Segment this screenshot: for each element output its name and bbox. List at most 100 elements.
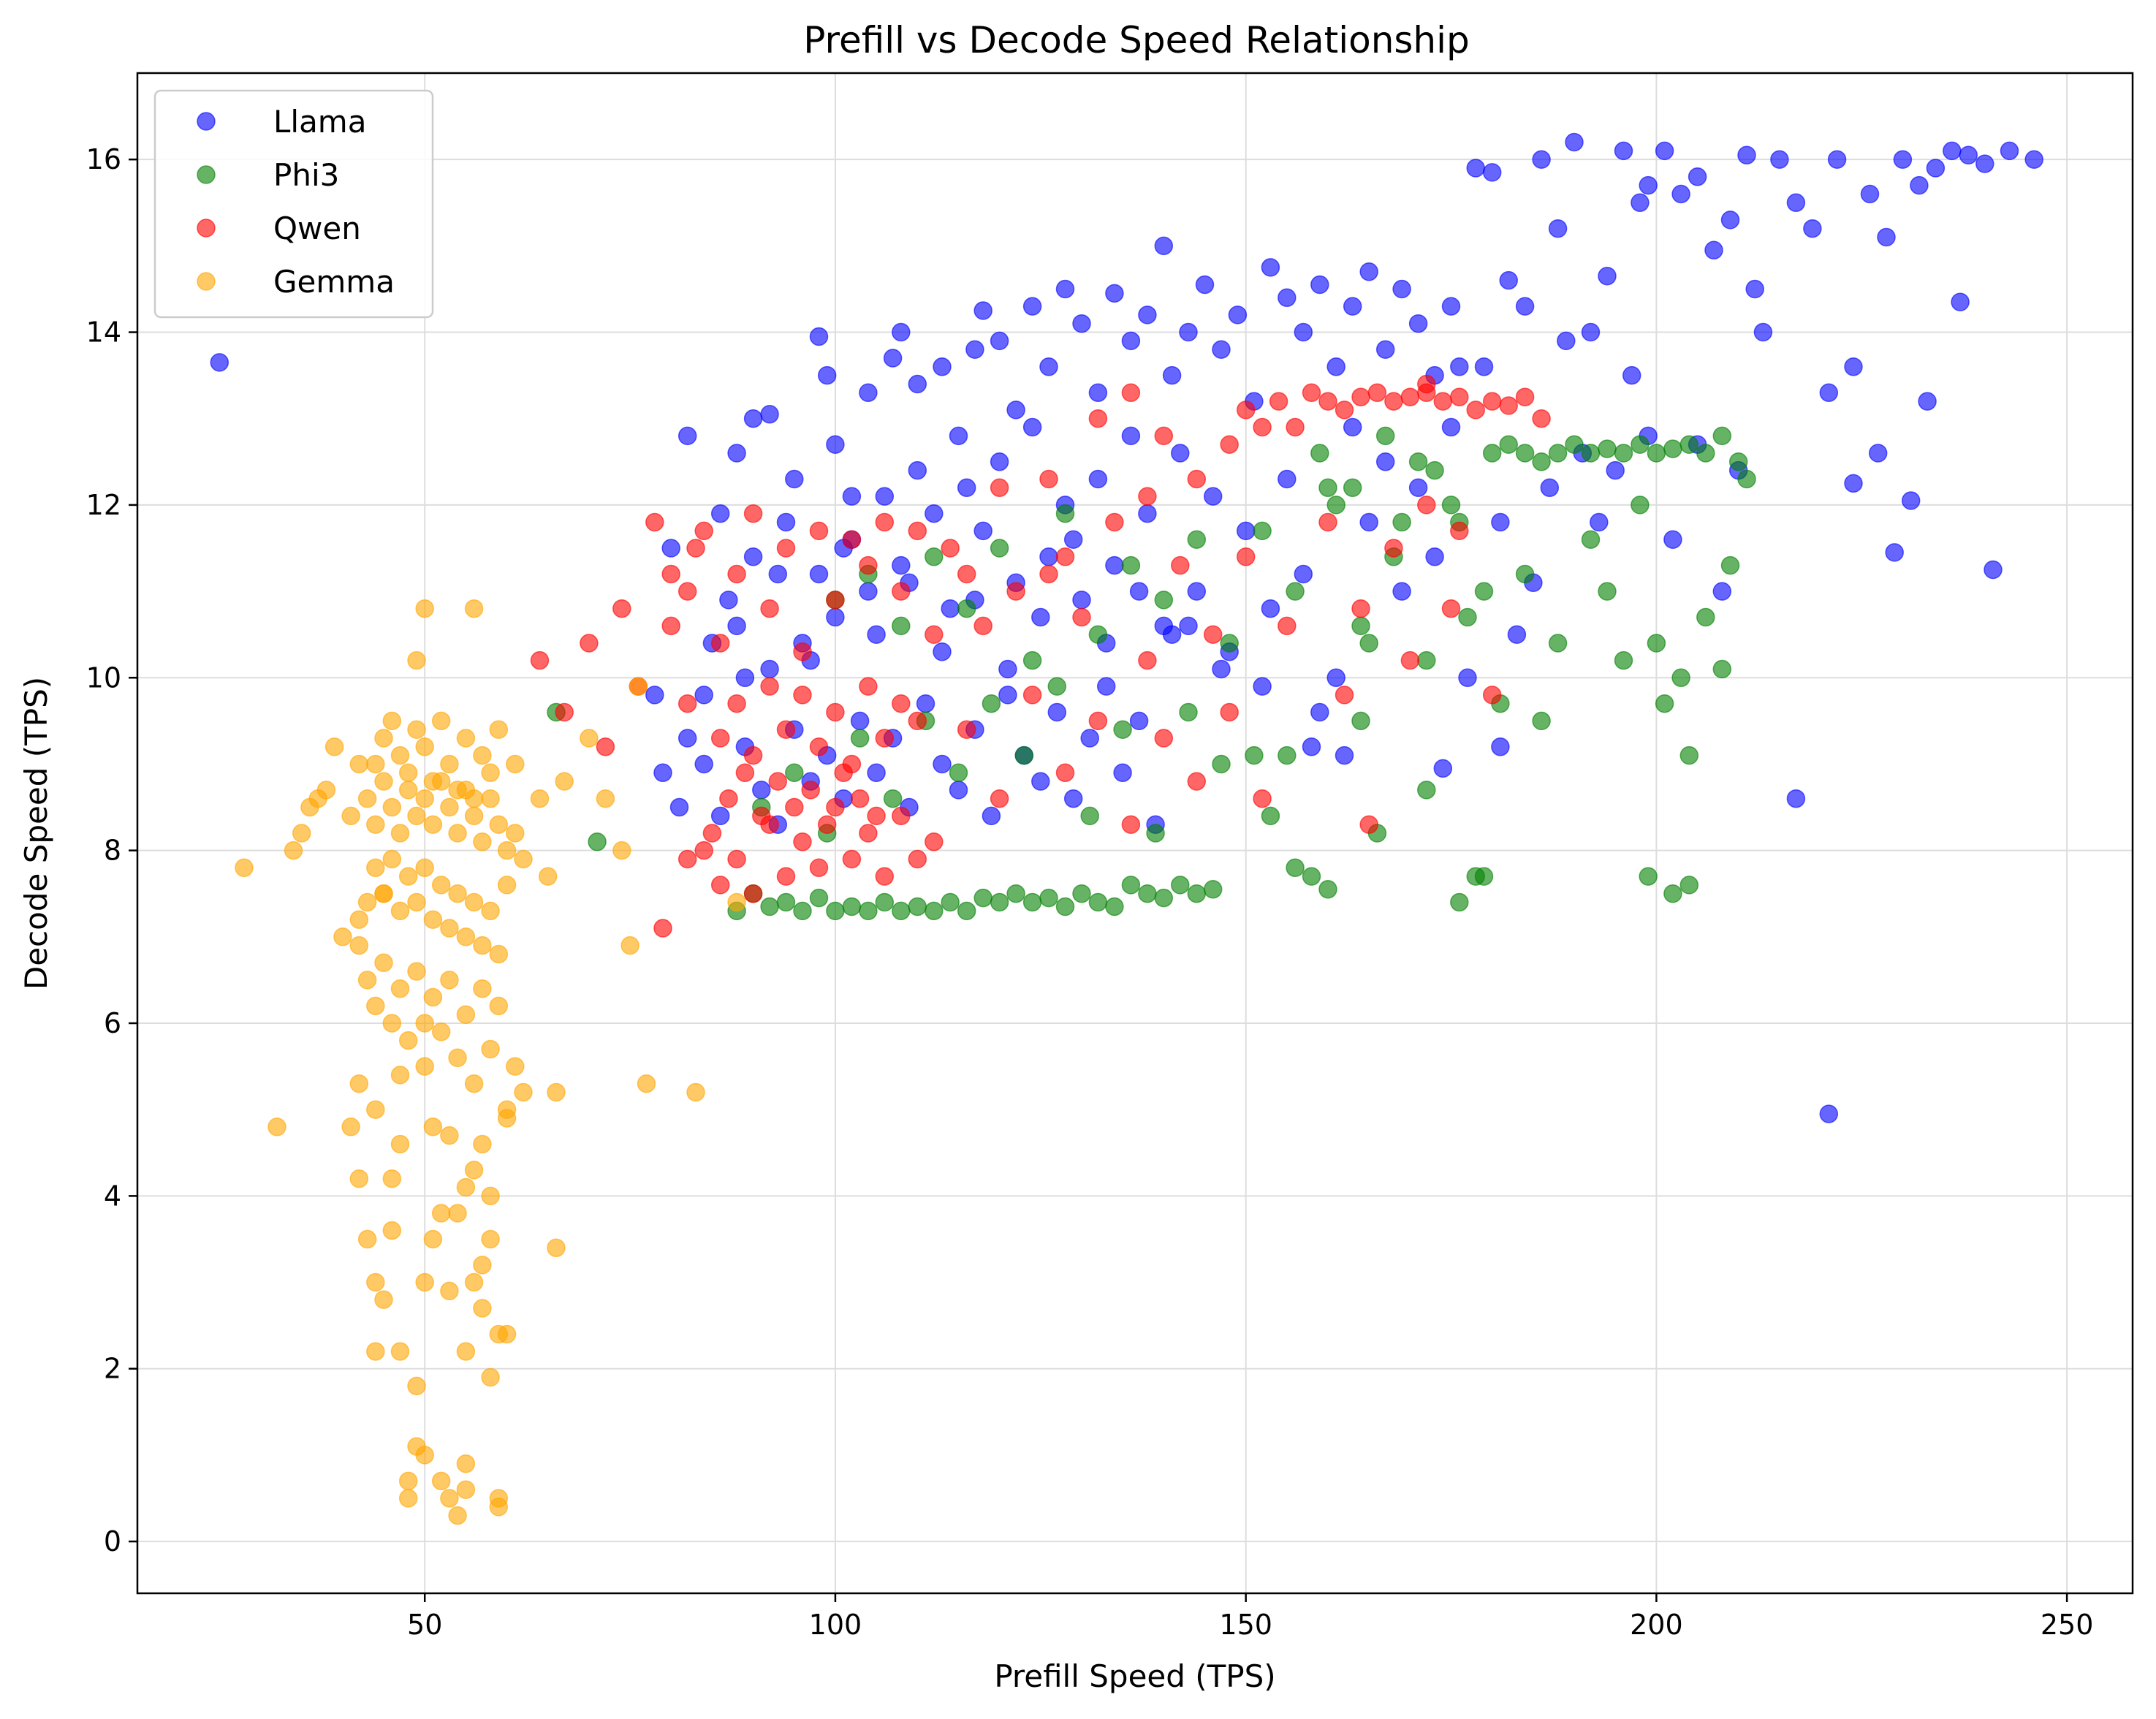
- data-point: [1072, 314, 1091, 333]
- data-point: [776, 867, 796, 886]
- data-point: [1614, 650, 1633, 670]
- data-point: [1212, 340, 1231, 359]
- data-point: [1384, 539, 1403, 558]
- data-point: [341, 1117, 360, 1136]
- data-point: [768, 564, 788, 584]
- legend-box: [153, 89, 434, 319]
- data-point: [1105, 284, 1124, 303]
- data-point: [875, 487, 895, 506]
- data-point: [431, 1471, 451, 1491]
- data-point: [1154, 729, 1174, 748]
- data-point: [1055, 279, 1075, 299]
- data-point: [1548, 444, 1568, 463]
- data-point: [776, 892, 796, 912]
- data-point: [892, 582, 911, 601]
- data-point: [1014, 745, 1034, 765]
- plot-frame: [136, 72, 2134, 1595]
- data-point: [941, 539, 960, 558]
- data-point: [1737, 469, 1756, 489]
- data-point: [1631, 435, 1650, 454]
- data-point: [415, 599, 434, 618]
- data-point: [390, 824, 410, 843]
- data-point: [1491, 737, 1510, 756]
- grid-layer: [137, 73, 2133, 1593]
- data-point: [1499, 396, 1518, 415]
- data-point: [481, 1367, 500, 1387]
- data-point: [1417, 650, 1436, 670]
- data-point: [235, 858, 254, 878]
- data-point: [497, 1324, 517, 1344]
- data-point: [677, 426, 697, 446]
- data-point: [1786, 193, 1806, 213]
- data-point: [1639, 867, 1658, 886]
- data-point: [1236, 547, 1256, 566]
- data-point: [366, 1342, 385, 1361]
- data-point: [892, 322, 911, 342]
- data-point: [908, 460, 927, 480]
- data-point: [916, 694, 935, 713]
- data-point: [349, 1074, 369, 1093]
- data-point: [1631, 496, 1650, 515]
- data-point: [686, 539, 705, 558]
- data-point: [1910, 175, 1929, 195]
- data-point: [1039, 888, 1058, 908]
- data-point: [440, 1489, 459, 1508]
- legend-marker: [197, 219, 216, 238]
- data-point: [580, 634, 599, 653]
- data-point: [1450, 892, 1469, 912]
- data-point: [588, 832, 607, 851]
- data-point: [1236, 401, 1256, 420]
- data-point: [407, 806, 426, 826]
- data-point: [1827, 150, 1847, 169]
- data-point: [357, 971, 377, 990]
- data-point: [1474, 867, 1494, 886]
- data-point: [1375, 426, 1395, 446]
- data-point: [1614, 444, 1633, 463]
- data-point: [1984, 560, 2003, 580]
- data-point: [440, 754, 459, 774]
- data-point: [1121, 426, 1141, 446]
- data-point: [349, 936, 369, 955]
- data-point: [1351, 711, 1370, 731]
- data-point: [1105, 555, 1124, 575]
- data-point: [1753, 322, 1773, 342]
- data-point: [1720, 210, 1740, 229]
- data-point: [1113, 763, 1132, 783]
- data-point: [1088, 383, 1108, 403]
- data-point: [842, 530, 862, 549]
- data-point: [1466, 159, 1485, 178]
- legend-marker: [197, 272, 216, 291]
- data-point: [1253, 789, 1272, 808]
- data-point: [1063, 530, 1083, 549]
- data-point: [431, 1204, 451, 1223]
- x-tick-label: 100: [809, 1609, 862, 1641]
- data-point: [1129, 582, 1149, 601]
- data-point: [1581, 322, 1601, 342]
- data-point: [1179, 322, 1198, 342]
- data-point: [1441, 417, 1461, 437]
- data-point: [1343, 297, 1362, 316]
- data-point: [809, 564, 829, 584]
- data-point: [374, 1290, 393, 1309]
- data-point: [1022, 686, 1042, 705]
- data-point: [1581, 444, 1601, 463]
- data-point: [760, 897, 779, 917]
- data-point: [390, 1066, 410, 1085]
- data-point: [661, 616, 680, 636]
- data-point: [1671, 184, 1690, 204]
- data-point: [1055, 504, 1075, 523]
- data-point: [473, 1256, 492, 1275]
- data-point: [990, 539, 1009, 558]
- data-point: [1540, 478, 1560, 498]
- data-point: [1425, 547, 1444, 566]
- data-point: [1138, 504, 1157, 523]
- data-point: [366, 815, 385, 834]
- data-point: [1343, 417, 1362, 437]
- data-point: [1310, 702, 1329, 722]
- data-point: [1063, 789, 1083, 808]
- legend-label: Gemma: [273, 264, 395, 300]
- data-point: [398, 867, 418, 886]
- y-tick-label: 6: [104, 1007, 121, 1039]
- data-point: [998, 686, 1017, 705]
- data-point: [1187, 582, 1207, 601]
